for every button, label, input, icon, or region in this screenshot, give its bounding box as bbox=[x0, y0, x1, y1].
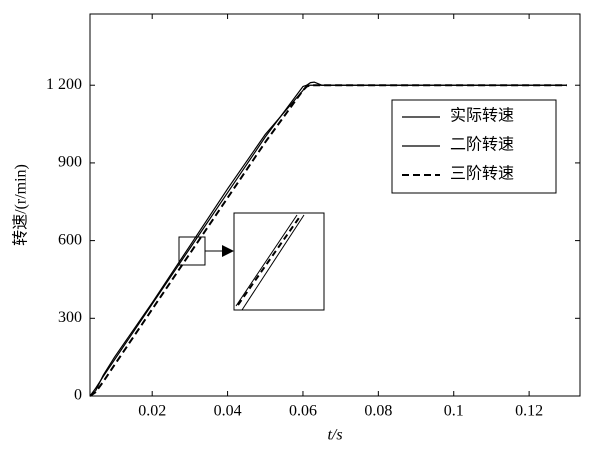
x-tick-label: 0.04 bbox=[214, 403, 242, 420]
legend-label: 二阶转速 bbox=[450, 136, 514, 154]
y-tick-label: 300 bbox=[58, 309, 82, 326]
y-tick-label: 900 bbox=[58, 154, 82, 171]
zoom-inset bbox=[178, 212, 325, 311]
series-line bbox=[89, 84, 567, 397]
x-tick-label: 0.02 bbox=[138, 403, 166, 420]
zoom-line bbox=[235, 214, 298, 307]
y-axis-label: 转速/(r/min) bbox=[12, 164, 30, 246]
y-tick-label: 0 bbox=[74, 387, 82, 404]
zoom-arrowhead bbox=[222, 245, 234, 257]
x-tick-label: 0.1 bbox=[444, 403, 464, 420]
zoom-line bbox=[241, 214, 305, 311]
zoom-box bbox=[233, 212, 325, 311]
zoom-line bbox=[237, 214, 302, 306]
legend-label: 三阶转速 bbox=[450, 165, 514, 183]
plot-frame bbox=[89, 13, 581, 397]
x-tick-label: 0.12 bbox=[515, 403, 543, 420]
x-tick-label: 0.08 bbox=[364, 403, 392, 420]
x-axis-label: t/s bbox=[327, 427, 342, 444]
y-tick-label: 600 bbox=[58, 231, 82, 248]
legend-label: 实际转速 bbox=[450, 107, 514, 125]
y-tick-label: 1 200 bbox=[46, 76, 82, 93]
x-tick-label: 0.06 bbox=[289, 403, 317, 420]
